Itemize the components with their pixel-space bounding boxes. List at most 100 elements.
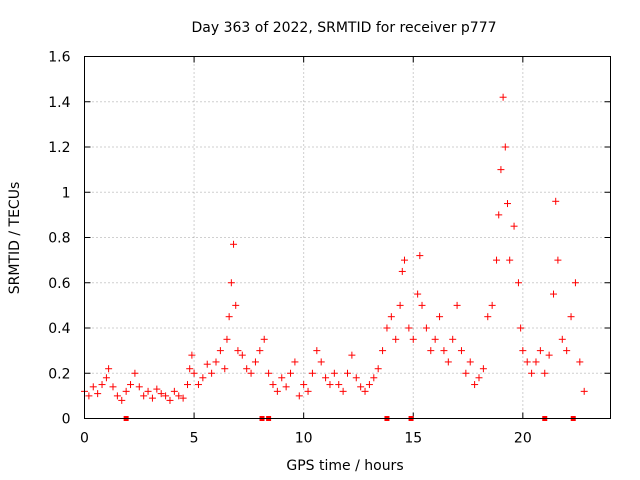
data-point (98, 381, 106, 389)
data-point (234, 347, 242, 355)
data-point (162, 392, 170, 400)
data-point (436, 313, 444, 321)
data-point (431, 335, 439, 343)
data-point (497, 166, 505, 174)
data-point (194, 381, 202, 389)
data-point (416, 252, 424, 260)
data-point (541, 369, 549, 377)
data-point (484, 313, 492, 321)
data-point (322, 374, 330, 382)
data-point (532, 358, 540, 366)
data-point (501, 143, 509, 151)
data-point (545, 351, 553, 359)
data-point (510, 222, 518, 230)
data-point (488, 301, 496, 309)
data-point (352, 374, 360, 382)
data-point (256, 347, 264, 355)
data-point (238, 351, 246, 359)
data-point (466, 358, 474, 366)
data-point (304, 387, 312, 395)
data-point (109, 383, 117, 391)
data-point (135, 383, 143, 391)
y-axis-label: SRMTID / TECUs (7, 182, 23, 295)
data-point (131, 369, 139, 377)
data-point (517, 324, 525, 332)
data-point (519, 347, 527, 355)
data-point (453, 301, 461, 309)
data-point (339, 387, 347, 395)
data-point (383, 324, 391, 332)
data-point (175, 392, 183, 400)
data-point (471, 381, 479, 389)
data-point (479, 365, 487, 373)
data-point (427, 347, 435, 355)
data-point (365, 381, 373, 389)
data-point (379, 347, 387, 355)
data-point (127, 381, 135, 389)
axis-ticks: 0 0.2 0.4 0.6 0.8 1 1.2 1.4 1.6 0 5 10 15 20 (48, 50, 611, 447)
data-point (140, 392, 148, 400)
data-point (251, 358, 259, 366)
data-point (225, 313, 233, 321)
data-point (348, 351, 356, 359)
data-point (269, 381, 277, 389)
data-point (221, 365, 229, 373)
data-point (102, 374, 110, 382)
data-point (282, 383, 290, 391)
data-point (536, 347, 544, 355)
y-tick-label: 0.2 (48, 366, 70, 382)
data-point (580, 387, 588, 395)
data-point (216, 347, 224, 355)
data-point (247, 369, 255, 377)
data-point (552, 197, 560, 205)
data-point (170, 387, 178, 395)
data-point (418, 301, 426, 309)
data-point (118, 396, 126, 404)
data-point (449, 335, 457, 343)
data-point (422, 324, 430, 332)
data-point (344, 369, 351, 377)
data-point (398, 267, 406, 275)
data-point (265, 369, 273, 377)
data-point (374, 365, 382, 373)
data-point (405, 324, 413, 332)
data-point (400, 256, 408, 264)
data-point (295, 392, 303, 400)
data-point (370, 374, 378, 382)
y-tick-label: 1 (62, 185, 71, 201)
x-tick-label: 15 (404, 431, 422, 447)
data-point (506, 256, 514, 264)
data-point (113, 392, 121, 400)
y-tick-label: 1.2 (48, 140, 70, 156)
y-tick-label: 1.4 (48, 95, 70, 111)
data-point (260, 335, 268, 343)
data-points (81, 93, 588, 421)
data-point (387, 313, 395, 321)
data-point (414, 290, 422, 298)
data-point (287, 369, 295, 377)
data-point (357, 383, 365, 391)
y-tick-label: 0 (62, 412, 71, 428)
data-point (203, 360, 211, 368)
data-point (444, 358, 452, 366)
data-point (190, 369, 198, 377)
data-point (144, 387, 152, 395)
data-point (85, 392, 93, 400)
data-point (308, 369, 316, 377)
data-point (457, 347, 465, 355)
grid-lines (84, 56, 611, 419)
data-point (208, 369, 216, 377)
data-point (291, 358, 299, 366)
x-tick-label: 5 (190, 431, 199, 447)
data-point (495, 211, 503, 219)
data-point (326, 381, 334, 389)
data-point (576, 358, 584, 366)
data-point (440, 347, 448, 355)
x-axis-label: GPS time / hours (286, 458, 403, 474)
data-point (212, 358, 220, 366)
data-point (361, 387, 369, 395)
data-point (462, 369, 470, 377)
data-point (232, 301, 240, 309)
data-point (223, 335, 231, 343)
